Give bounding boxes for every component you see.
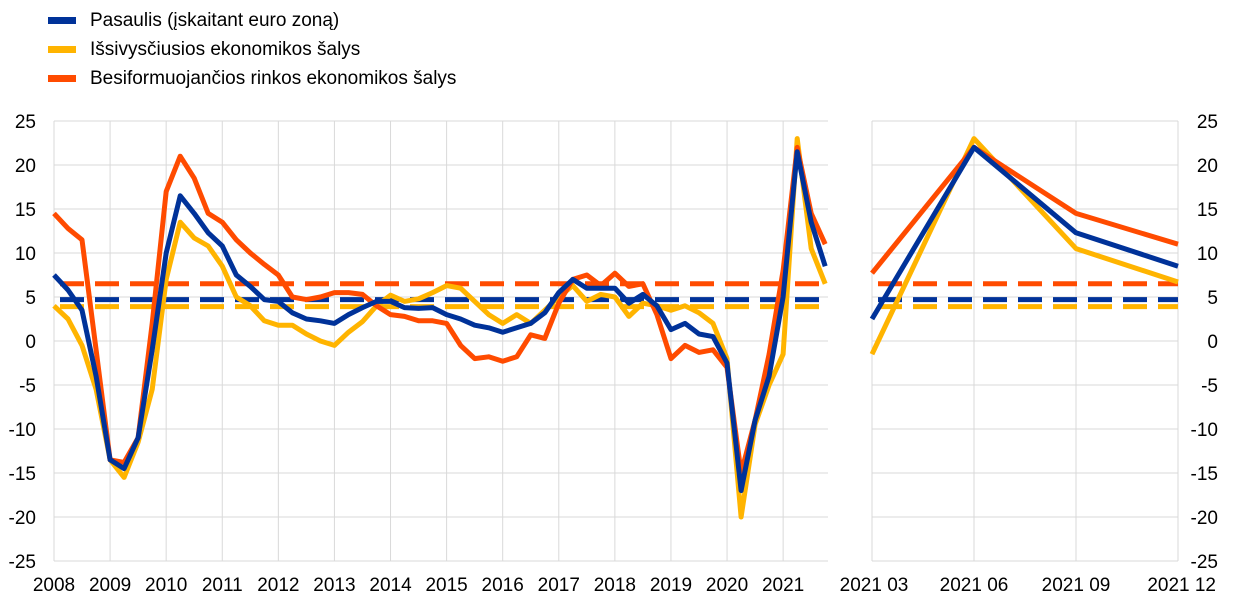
legend-item-world: Pasaulis (įskaitant euro zoną) xyxy=(48,6,456,35)
left-x-tick-label: 2019 xyxy=(650,575,692,596)
right-y-tick-label: 10 xyxy=(1197,244,1218,265)
left-y-tick-label: -5 xyxy=(19,376,36,397)
left-series-line-i-sivys-iusios-ekonomikos-alys xyxy=(52,136,828,520)
left-x-tick-label: 2010 xyxy=(145,575,187,596)
left-series-line-besiformuojan-ios-rinkos-ekonomikos-alys xyxy=(52,144,828,476)
left-x-tick-label: 2014 xyxy=(369,575,412,596)
left-x-tick-label: 2018 xyxy=(594,575,636,596)
legend-swatch-emerging xyxy=(48,75,76,82)
left-y-tick-label: 25 xyxy=(15,112,36,133)
right-y-tick-label: 25 xyxy=(1197,112,1218,133)
right-x-tick-label: 2021 03 xyxy=(840,575,909,596)
left-x-tick-label: 2008 xyxy=(33,575,75,596)
left-x-tick-label: 2021 xyxy=(762,575,804,596)
right-x-tick-label: 2021 12 xyxy=(1147,575,1216,596)
left-y-tick-label: 10 xyxy=(15,244,36,265)
left-y-tick-label: -10 xyxy=(9,420,36,441)
left-y-tick-label: 15 xyxy=(15,200,36,221)
legend-label-world: Pasaulis (įskaitant euro zoną) xyxy=(90,9,340,31)
right-y-tick-label: -15 xyxy=(1191,464,1218,485)
right-y-tick-label: 0 xyxy=(1207,332,1218,353)
left-y-tick-label: 0 xyxy=(25,332,36,353)
left-x-tick-label: 2017 xyxy=(538,575,580,596)
left-x-tick-label: 2009 xyxy=(89,575,131,596)
legend-label-advanced: Išsivysčiusios ekonomikos šalys xyxy=(90,38,361,60)
left-x-tick-label: 2011 xyxy=(202,575,243,596)
right-x-tick-label: 2021 09 xyxy=(1042,575,1111,596)
legend-item-advanced: Išsivysčiusios ekonomikos šalys xyxy=(48,35,456,64)
right-y-tick-label: 5 xyxy=(1207,288,1218,309)
right-x-tick-label: 2021 06 xyxy=(940,575,1009,596)
left-series-line-pasaulis-skaitant-euro-zon xyxy=(52,149,828,494)
right-y-tick-label: 20 xyxy=(1197,156,1218,177)
right-y-tick-label: -20 xyxy=(1191,508,1218,529)
right-y-tick-label: 15 xyxy=(1197,200,1218,221)
right-series-line-i-sivys-iusios-ekonomikos-alys xyxy=(869,136,1179,356)
left-y-tick-label: 20 xyxy=(15,156,36,177)
left-y-tick-label: -25 xyxy=(9,552,36,573)
right-series-line-besiformuojan-ios-rinkos-ekonomikos-alys xyxy=(870,144,1179,275)
left-x-tick-label: 2016 xyxy=(482,575,524,596)
legend-swatch-advanced xyxy=(48,46,76,53)
legend-label-emerging: Besiformuojančios rinkos ekonomikos šaly… xyxy=(90,67,457,89)
right-y-tick-label: -25 xyxy=(1191,552,1218,573)
left-x-tick-label: 2013 xyxy=(313,575,355,596)
left-x-tick-label: 2020 xyxy=(706,575,748,596)
left-y-tick-label: -15 xyxy=(9,464,36,485)
right-y-tick-label: -10 xyxy=(1191,420,1218,441)
left-y-tick-label: -20 xyxy=(9,508,36,529)
left-y-tick-label: 5 xyxy=(25,288,36,309)
left-x-tick-label: 2012 xyxy=(257,575,299,596)
right-series-line-pasaulis-skaitant-euro-zon xyxy=(869,144,1179,321)
right-y-tick-label: -5 xyxy=(1201,376,1218,397)
legend-swatch-world xyxy=(48,17,76,24)
left-x-tick-label: 2015 xyxy=(425,575,467,596)
legend-item-emerging: Besiformuojančios rinkos ekonomikos šaly… xyxy=(48,64,456,93)
chart-legend: Pasaulis (įskaitant euro zoną) Išsivysči… xyxy=(48,6,456,93)
